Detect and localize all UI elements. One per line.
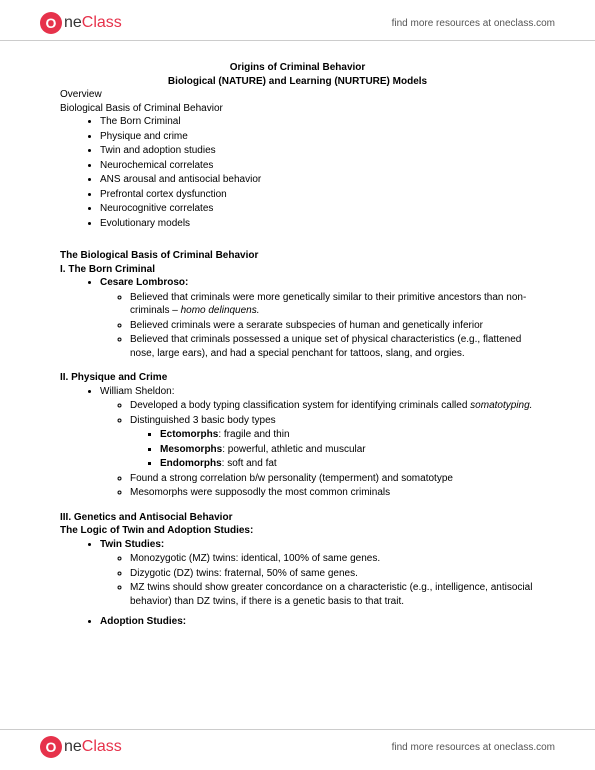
list-item: Dizygotic (DZ) twins: fraternal, 50% of … [130, 567, 535, 581]
list-item: Neurocognitive correlates [100, 202, 535, 216]
brand-logo[interactable]: O neClass [40, 12, 122, 34]
section3-logic: The Logic of Twin and Adoption Studies: [60, 524, 535, 538]
list-item: Found a strong correlation b/w personali… [130, 472, 535, 486]
list-item: Evolutionary models [100, 217, 535, 231]
document-body: Origins of Criminal Behavior Biological … [0, 41, 595, 690]
list-item: The Born Criminal [100, 115, 535, 129]
list-item: Believed that criminals possessed a uniq… [130, 333, 535, 360]
section1-title: I. The Born Criminal [60, 263, 535, 277]
brand-name: neClass [64, 14, 122, 32]
section2-list: William Sheldon: Developed a body typing… [100, 385, 535, 500]
list-item: Neurochemical correlates [100, 159, 535, 173]
page-footer: O neClass find more resources at oneclas… [0, 729, 595, 770]
section2-sublist: Developed a body typing classification s… [130, 399, 535, 500]
list-item: Mesomorphs were supposodly the most comm… [130, 486, 535, 500]
section1-person: Cesare Lombroso: [100, 276, 535, 290]
list-item: Physique and crime [100, 130, 535, 144]
section3-list: Twin Studies: Monozygotic (MZ) twins: id… [100, 538, 535, 609]
page-header: O neClass find more resources at oneclas… [0, 0, 595, 41]
section1-sublist: Believed that criminals were more geneti… [130, 291, 535, 361]
list-item: Mesomorphs: powerful, athletic and muscu… [160, 443, 535, 457]
section-bio-title: The Biological Basis of Criminal Behavio… [60, 249, 535, 263]
list-item: Believed criminals were a serarate subsp… [130, 319, 535, 333]
section2-person: William Sheldon: [100, 385, 535, 399]
section1-list: Cesare Lombroso: Believed that criminals… [100, 276, 535, 360]
brand-icon: O [40, 12, 62, 34]
list-item: Developed a body typing classification s… [130, 399, 535, 413]
list-item: Believed that criminals were more geneti… [130, 291, 535, 318]
bio-basis-label: Biological Basis of Criminal Behavior [60, 102, 535, 116]
brand-logo-footer[interactable]: O neClass [40, 736, 122, 758]
section3-title: III. Genetics and Antisocial Behavior [60, 511, 535, 525]
list-item: Monozygotic (MZ) twins: identical, 100% … [130, 552, 535, 566]
list-item: ANS arousal and antisocial behavior [100, 173, 535, 187]
list-item: MZ twins should show greater concordance… [130, 581, 535, 608]
footer-link[interactable]: find more resources at oneclass.com [392, 742, 555, 753]
list-item: Distinguished 3 basic body types [130, 414, 535, 428]
list-item: Ectomorphs: fragile and thin [160, 428, 535, 442]
doc-title-2: Biological (NATURE) and Learning (NURTUR… [60, 75, 535, 89]
doc-title-1: Origins of Criminal Behavior [60, 61, 535, 75]
list-item: Prefrontal cortex dysfunction [100, 188, 535, 202]
overview-list: The Born Criminal Physique and crime Twi… [100, 115, 535, 230]
twin-studies-label: Twin Studies: [100, 538, 535, 552]
adoption-list: Adoption Studies: [100, 615, 535, 629]
brand-name: neClass [64, 738, 122, 756]
adoption-studies-label: Adoption Studies: [100, 615, 535, 629]
header-link[interactable]: find more resources at oneclass.com [392, 18, 555, 29]
twin-studies-sublist: Monozygotic (MZ) twins: identical, 100% … [130, 552, 535, 608]
overview-label: Overview [60, 88, 535, 102]
list-item: Endomorphs: soft and fat [160, 457, 535, 471]
brand-icon: O [40, 736, 62, 758]
list-item: Twin and adoption studies [100, 144, 535, 158]
section2-title: II. Physique and Crime [60, 371, 535, 385]
body-types-list: Ectomorphs: fragile and thin Mesomorphs:… [160, 428, 535, 471]
